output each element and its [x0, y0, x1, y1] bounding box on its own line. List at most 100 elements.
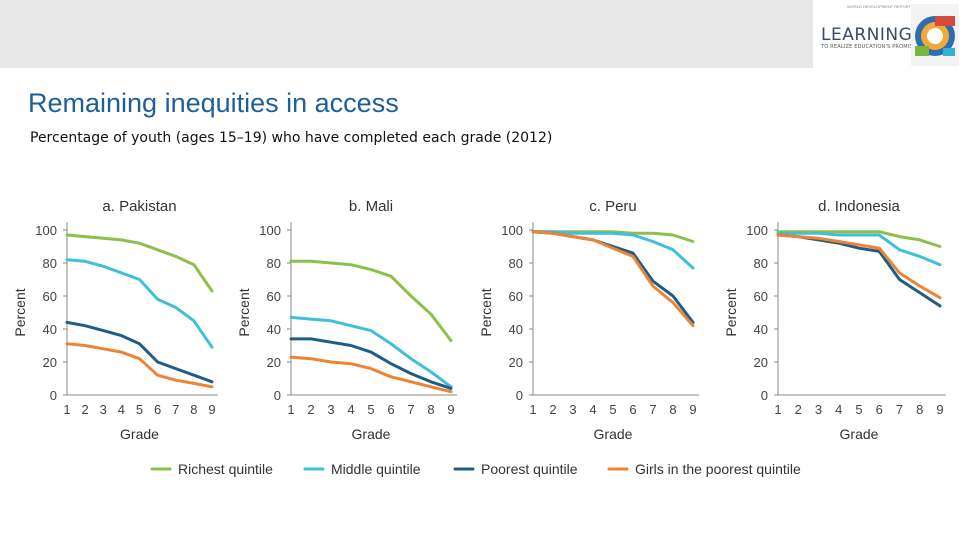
y-tick-label: 100 — [259, 223, 281, 238]
y-tick-label: 80 — [754, 256, 768, 271]
x-tick-label: 3 — [815, 402, 822, 417]
x-tick-label: 8 — [916, 402, 923, 417]
series-line-girls — [65, 342, 214, 389]
legend-label-middle: Middle quintile — [331, 461, 421, 477]
y-tick-label: 0 — [50, 388, 57, 403]
logo-mark-icon — [911, 4, 959, 66]
y-tick-label: 100 — [746, 223, 768, 238]
series-line-richest — [776, 230, 942, 248]
y-tick-label: 100 — [501, 223, 523, 238]
chart-panel-2: b. Mali 0 20 40 60 80 100 1 2 3 4 5 6 7 8 9 Grade Percent — [236, 198, 457, 442]
x-tick-label: 6 — [387, 402, 394, 417]
x-tick-label: 5 — [136, 402, 143, 417]
x-tick-label: 1 — [287, 402, 294, 417]
x-tick-label: 1 — [529, 402, 536, 417]
logo-top-text: WORLD DEVELOPMENT REPORT — [847, 4, 911, 9]
x-tick-label: 2 — [549, 402, 556, 417]
chart-title: b. Mali — [349, 198, 393, 215]
y-tick-label: 60 — [509, 289, 523, 304]
x-tick-label: 3 — [100, 402, 107, 417]
x-tick-label: 6 — [629, 402, 636, 417]
x-tick-label: 8 — [669, 402, 676, 417]
y-tick-label: 60 — [267, 289, 281, 304]
x-tick-label: 4 — [347, 402, 354, 417]
series-line-richest — [65, 233, 214, 293]
series-line-girls — [531, 230, 695, 328]
legend: Richest quintile Middle quintile Poorest q… — [150, 461, 801, 477]
x-tick-label: 3 — [569, 402, 576, 417]
y-tick-label: 20 — [754, 355, 768, 370]
logo-tagline: TO REALIZE EDUCATION'S PROMISE — [821, 44, 917, 50]
y-tick-label: 40 — [267, 322, 281, 337]
legend-label-richest: Richest quintile — [178, 461, 273, 477]
logo: WORLD DEVELOPMENT REPORT LEARNING TO REA… — [813, 0, 960, 68]
x-tick-label: 4 — [589, 402, 596, 417]
x-tick-label: 9 — [936, 402, 943, 417]
x-tick-label: 5 — [855, 402, 862, 417]
x-tick-label: 5 — [367, 402, 374, 417]
y-tick-label: 80 — [43, 256, 57, 271]
x-tick-label: 2 — [82, 402, 89, 417]
x-tick-label: 1 — [774, 402, 781, 417]
series-line-poorest — [289, 337, 453, 390]
x-axis-label: Grade — [120, 426, 159, 442]
x-tick-label: 2 — [307, 402, 314, 417]
x-tick-label: 4 — [118, 402, 125, 417]
series-line-girls — [776, 233, 942, 300]
series-line-middle — [531, 230, 695, 270]
x-tick-label: 8 — [427, 402, 434, 417]
x-tick-label: 7 — [896, 402, 903, 417]
y-axis-label: Percent — [12, 288, 28, 336]
chart-title: d. Indonesia — [818, 198, 900, 215]
y-axis-label: Percent — [236, 288, 252, 336]
x-tick-label: 9 — [447, 402, 454, 417]
y-tick-label: 60 — [43, 289, 57, 304]
y-tick-label: 100 — [35, 223, 57, 238]
y-tick-label: 20 — [267, 355, 281, 370]
y-tick-label: 40 — [509, 322, 523, 337]
chart-panel-1: a. Pakistan 0 20 40 60 80 100 1 2 3 4 5 6 7 8 9 Grade Per… — [12, 198, 218, 442]
series-line-middle — [776, 231, 942, 267]
y-tick-label: 60 — [754, 289, 768, 304]
x-tick-label: 8 — [190, 402, 197, 417]
x-tick-label: 7 — [407, 402, 414, 417]
legend-label-girls: Girls in the poorest quintile — [635, 461, 801, 477]
series-line-poorest — [65, 320, 214, 384]
x-tick-label: 4 — [835, 402, 842, 417]
x-tick-label: 3 — [327, 402, 334, 417]
x-tick-label: 1 — [63, 402, 70, 417]
page-subtitle: Percentage of youth (ages 15–19) who hav… — [30, 130, 553, 146]
x-axis-label: Grade — [594, 426, 633, 442]
chart-title: a. Pakistan — [102, 198, 176, 215]
y-tick-label: 0 — [516, 388, 523, 403]
x-tick-label: 5 — [609, 402, 616, 417]
x-tick-label: 6 — [154, 402, 161, 417]
series-line-middle — [289, 315, 453, 389]
y-tick-label: 0 — [761, 388, 768, 403]
series-line-girls — [289, 355, 453, 394]
y-tick-label: 40 — [754, 322, 768, 337]
series-line-richest — [289, 259, 453, 343]
x-tick-label: 7 — [649, 402, 656, 417]
y-tick-label: 80 — [267, 256, 281, 271]
x-tick-label: 7 — [172, 402, 179, 417]
page-title: Remaining inequities in access — [28, 88, 399, 118]
x-axis-label: Grade — [840, 426, 879, 442]
chart-panel-4: d. Indonesia 0 20 40 60 80 100 1 2 3 4 5 6 7 8 9 Grade Pe… — [723, 198, 946, 442]
legend-label-poorest: Poorest quintile — [481, 461, 578, 477]
x-tick-label: 9 — [208, 402, 215, 417]
y-tick-label: 20 — [43, 355, 57, 370]
x-tick-label: 2 — [795, 402, 802, 417]
y-axis-label: Percent — [478, 288, 494, 336]
series-line-middle — [65, 258, 214, 349]
y-tick-label: 0 — [274, 388, 281, 403]
logo-word: LEARNING — [821, 25, 913, 45]
y-tick-label: 40 — [43, 322, 57, 337]
y-tick-label: 20 — [509, 355, 523, 370]
y-axis-label: Percent — [723, 288, 739, 336]
chart-panel-3: c. Peru 0 20 40 60 80 100 1 2 3 4 5 6 7 8 9 Grade Percent — [478, 198, 699, 442]
chart-title: c. Peru — [589, 198, 637, 215]
header-band — [0, 0, 960, 68]
x-tick-label: 9 — [689, 402, 696, 417]
